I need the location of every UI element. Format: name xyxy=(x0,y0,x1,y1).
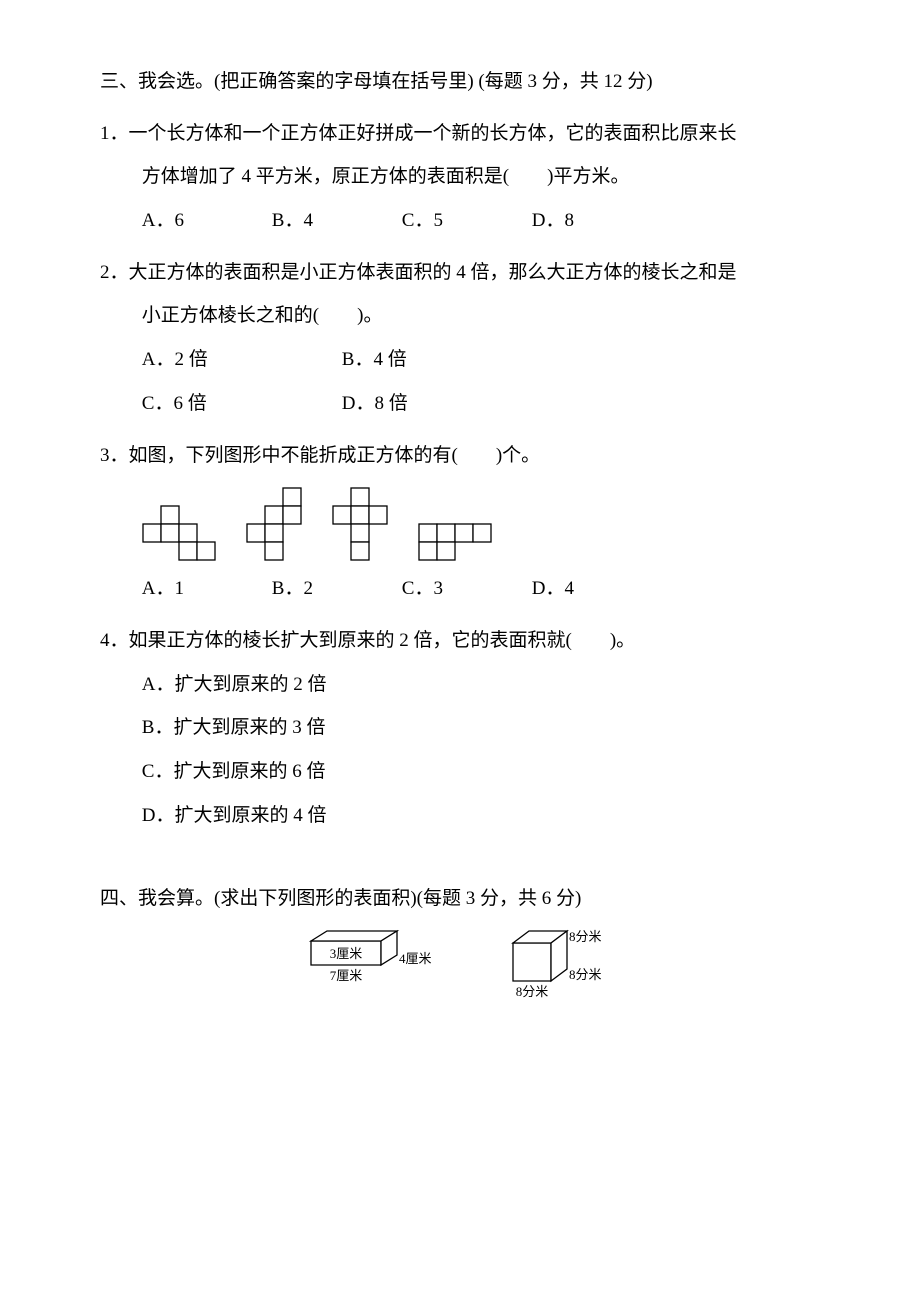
svg-text:3厘米: 3厘米 xyxy=(330,946,363,961)
question-3-1: 1．一个长方体和一个正方体正好拼成一个新的长方体，它的表面积比原来长 方体增加了… xyxy=(100,112,820,243)
q3-2-opt-c: C．6 倍 xyxy=(142,382,342,426)
q3-3-opt-d: D．4 xyxy=(532,567,662,611)
cube-net-4 xyxy=(418,523,492,561)
section-3-heading: 三、我会选。(把正确答案的字母填在括号里) (每题 3 分，共 12 分) xyxy=(100,60,820,104)
svg-text:8分米: 8分米 xyxy=(569,967,602,982)
svg-text:4厘米: 4厘米 xyxy=(399,951,432,966)
q3-4-opt-d: D．扩大到原来的 4 倍 xyxy=(142,794,820,838)
q3-1-stem-line2: 方体增加了 4 平方米，原正方体的表面积是( )平方米。 xyxy=(100,155,820,199)
q3-1-options: A．6 B．4 C．5 D．8 xyxy=(100,199,820,243)
q3-4-opt-b: B．扩大到原来的 3 倍 xyxy=(142,706,820,750)
q3-3-opt-a: A．1 xyxy=(142,567,272,611)
q3-2-stem-line2: 小正方体棱长之和的( )。 xyxy=(100,294,820,338)
section-4-shapes: 3厘米 7厘米 4厘米 8分米 8分米 8分米 xyxy=(100,929,820,999)
q3-2-stem-line1: 2．大正方体的表面积是小正方体表面积的 4 倍，那么大正方体的棱长之和是 xyxy=(100,262,737,283)
q3-1-stem-line1: 1．一个长方体和一个正方体正好拼成一个新的长方体，它的表面积比原来长 xyxy=(100,123,737,144)
q3-4-stem: 4．如果正方体的棱长扩大到原来的 2 倍，它的表面积就( )。 xyxy=(100,619,820,663)
q3-3-opt-c: C．3 xyxy=(402,567,532,611)
section-4-heading: 四、我会算。(求出下列图形的表面积)(每题 3 分，共 6 分) xyxy=(100,877,820,921)
question-3-4: 4．如果正方体的棱长扩大到原来的 2 倍，它的表面积就( )。 A．扩大到原来的… xyxy=(100,619,820,837)
q3-1-opt-c: C．5 xyxy=(402,199,532,243)
q3-2-stem: 2．大正方体的表面积是小正方体表面积的 4 倍，那么大正方体的棱长之和是 小正方… xyxy=(100,251,820,338)
q3-4-options: A．扩大到原来的 2 倍 B．扩大到原来的 3 倍 C．扩大到原来的 6 倍 D… xyxy=(100,663,820,838)
q3-2-options: A．2 倍 B．4 倍 xyxy=(100,338,820,382)
q3-1-opt-d: D．8 xyxy=(532,199,662,243)
q3-1-opt-b: B．4 xyxy=(272,199,402,243)
question-3-2: 2．大正方体的表面积是小正方体表面积的 4 倍，那么大正方体的棱长之和是 小正方… xyxy=(100,251,820,426)
cube-figure: 8分米 8分米 8分米 xyxy=(511,929,611,999)
q3-3-nets xyxy=(100,487,820,561)
q3-1-stem: 1．一个长方体和一个正方体正好拼成一个新的长方体，它的表面积比原来长 方体增加了… xyxy=(100,112,820,199)
q3-2-options-row2: C．6 倍 D．8 倍 xyxy=(100,382,820,426)
svg-text:8分米: 8分米 xyxy=(516,984,549,999)
cube-net-3 xyxy=(332,487,388,561)
q3-2-opt-b: B．4 倍 xyxy=(342,338,542,382)
question-3-3: 3．如图，下列图形中不能折成正方体的有( )个。 A．1 B．2 C．3 D．4 xyxy=(100,434,820,611)
svg-text:7厘米: 7厘米 xyxy=(330,968,363,983)
q3-1-opt-a: A．6 xyxy=(142,199,272,243)
q3-3-opt-b: B．2 xyxy=(272,567,402,611)
q3-3-options: A．1 B．2 C．3 D．4 xyxy=(100,567,820,611)
q3-2-opt-d: D．8 倍 xyxy=(342,382,542,426)
q3-2-opt-a: A．2 倍 xyxy=(142,338,342,382)
q3-4-opt-c: C．扩大到原来的 6 倍 xyxy=(142,750,820,794)
cube-net-2 xyxy=(246,487,302,561)
q3-4-opt-a: A．扩大到原来的 2 倍 xyxy=(142,663,820,707)
q3-3-stem: 3．如图，下列图形中不能折成正方体的有( )个。 xyxy=(100,434,820,478)
cube-net-1 xyxy=(142,505,216,561)
svg-text:8分米: 8分米 xyxy=(569,929,602,944)
cuboid-figure: 3厘米 7厘米 4厘米 xyxy=(309,929,441,999)
